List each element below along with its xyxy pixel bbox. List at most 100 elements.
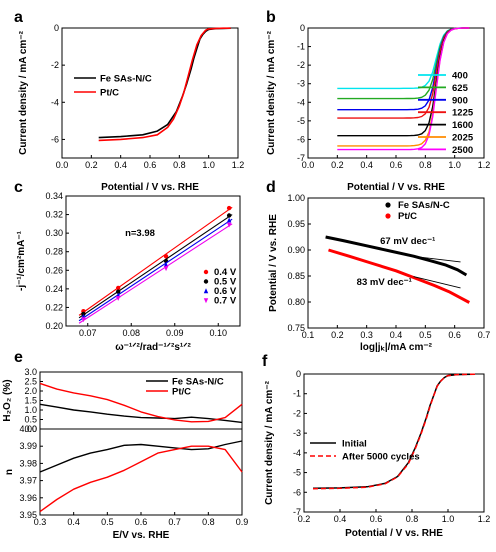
panel-e-top-y-axis-label: H₂O₂ (%) xyxy=(2,379,13,421)
panel-e-bottom-y-tick-label: 3.97 xyxy=(19,476,37,486)
panel-e-bottom-y-tick-label: 3.98 xyxy=(19,458,37,468)
panel-e-h2o2-series-0 xyxy=(39,403,243,424)
panel-d-legend-label: Pt/C xyxy=(398,211,417,222)
panel-d-x-tick-label: 0.2 xyxy=(331,330,344,340)
panel-b-series-5 xyxy=(337,27,470,147)
panel-b-series-2 xyxy=(337,27,470,111)
panel-b-series-4 xyxy=(337,27,470,137)
panel-c-fit-line-1 xyxy=(78,214,233,319)
panel-b-y-tick-label: -1 xyxy=(297,42,305,52)
panel-e-top-y-tick-label: 2.5 xyxy=(24,377,37,387)
panel-d-annotation-slope: 67 mV dec⁻¹ xyxy=(380,236,435,247)
panel-b-legend-label: 2025 xyxy=(452,133,474,144)
panel-e-top-y-tick-label: 3.0 xyxy=(24,367,37,377)
panel-a-legend-label: Fe SAs-N/C xyxy=(100,74,152,85)
panel-b-series-3 xyxy=(337,27,470,119)
panel-c-legend-label: 0.7 V xyxy=(214,296,237,307)
panel-c-point xyxy=(81,317,86,323)
panel-e-top-y-tick-label: 2.0 xyxy=(24,386,37,396)
panel-e-n-series-0 xyxy=(39,440,243,473)
panel-d-x-tick-label: 0.3 xyxy=(360,330,373,340)
panel-e-legend-label: Pt/C xyxy=(172,387,191,398)
panel-b-x-tick-label: 0.2 xyxy=(331,160,344,170)
panel-b-legend-label: 400 xyxy=(452,71,468,82)
panel-a-legend-label: Pt/C xyxy=(100,88,119,99)
panel-f-y-axis-label: Current density / mA cm⁻² xyxy=(264,380,275,504)
panel-a-x-tick-label: 0.0 xyxy=(56,160,69,170)
panel-e-bottom-x-tick-label: 0.9 xyxy=(236,517,249,527)
panel-c-point xyxy=(226,205,232,211)
panel-c-point xyxy=(116,289,121,294)
panel-c-x-axis-label: ω⁻¹ᐟ²/rad⁻¹ᐟ²s¹ᐟ² xyxy=(115,342,191,353)
panel-f-y-tick-label: 0 xyxy=(296,369,301,379)
panel-d-x-tick-label: 0.1 xyxy=(302,330,315,340)
panel-f-y-tick-label: -5 xyxy=(293,468,301,478)
panel-e-bottom-y-tick-label: 3.96 xyxy=(19,493,37,503)
panel-f-series-1 xyxy=(312,373,476,490)
panel-f-x-tick-label: 1.0 xyxy=(442,514,455,524)
panel-a-series-1 xyxy=(98,27,231,142)
panel-a-x-tick-label: 0.2 xyxy=(85,160,98,170)
panel-b-x-tick-label: 0.6 xyxy=(390,160,403,170)
panel-a-y-tick-label: -6 xyxy=(51,134,59,144)
panel-c-point xyxy=(163,254,169,259)
panel-d-fit-line-1 xyxy=(413,276,461,289)
panel-e-bottom-x-tick-label: 0.6 xyxy=(135,517,148,527)
panel-c-plot-frame xyxy=(65,195,241,327)
panel-d-y-tick-label: 1.00 xyxy=(287,193,305,203)
panel-f-y-tick-label: -4 xyxy=(293,448,301,458)
panel-c-x-tick-label: 0.08 xyxy=(122,328,140,338)
panel-c-x-tick-label: 0.09 xyxy=(166,328,184,338)
panel-b-label: b xyxy=(266,9,276,26)
panel-b-x-tick-label: 0.0 xyxy=(302,160,315,170)
panel-a-y-axis-label: Current density / mA cm⁻² xyxy=(18,30,29,154)
panel-b-y-tick-label: -4 xyxy=(297,97,305,107)
panel-c-y-tick-label: 0.30 xyxy=(45,228,63,238)
panel-e-h2o2-series-1 xyxy=(39,382,243,423)
panel-b-legend-label: 1600 xyxy=(452,120,473,131)
panel-c-label: c xyxy=(14,179,23,196)
panel-b-y-tick-label: 0 xyxy=(300,23,305,33)
panel-c-x-tick-label: 0.10 xyxy=(209,328,227,338)
panel-d-y-tick-label: 0.85 xyxy=(287,271,305,281)
panel-c-y-axis-label: -j⁻¹/cm²mA⁻¹ xyxy=(16,230,27,291)
panel-c-fit-line-0 xyxy=(78,206,233,316)
panel-e-bottom-x-tick-label: 0.8 xyxy=(202,517,215,527)
panel-e-legend-label: Fe SAs-N/C xyxy=(172,377,224,388)
panel-a-x-tick-label: 1.0 xyxy=(202,160,215,170)
panel-d-plot-frame xyxy=(307,197,485,329)
panel-d-x-tick-label: 0.4 xyxy=(390,330,403,340)
panel-e-top-y-tick-label: 1.0 xyxy=(24,405,37,415)
panel-c-y-tick-label: 0.26 xyxy=(45,265,63,275)
panel-c-legend-marker xyxy=(203,288,209,294)
panel-d-y-tick-label: 0.90 xyxy=(287,245,305,255)
panel-c-y-tick-label: 0.32 xyxy=(45,210,63,220)
panel-c-fit-line-3 xyxy=(78,223,233,324)
panel-e-top-y-tick-label: 1.5 xyxy=(24,396,37,406)
panel-e-bottom-x-tick-label: 0.5 xyxy=(101,517,114,527)
panel-c-y-tick-label: 0.24 xyxy=(45,284,63,294)
panel-d-series-1 xyxy=(328,248,471,304)
panel-d-x-tick-label: 0.7 xyxy=(478,330,491,340)
panel-e-bottom-y-axis-label: n xyxy=(4,469,15,475)
panel-f-label: f xyxy=(262,353,268,370)
panel-a-label: a xyxy=(14,9,23,26)
panel-a-y-tick-label: -2 xyxy=(51,60,59,70)
panel-b-x-tick-label: 1.2 xyxy=(478,160,491,170)
panel-d-x-tick-label: 0.5 xyxy=(419,330,432,340)
panel-e-bottom-plot-frame xyxy=(39,428,243,516)
panel-f-x-tick-label: 0.2 xyxy=(298,514,311,524)
panel-f-y-tick-label: -6 xyxy=(293,487,301,497)
panel-e-bottom-x-tick-label: 0.4 xyxy=(67,517,80,527)
panel-f-y-tick-label: -7 xyxy=(293,507,301,517)
panel-e-n-series-1 xyxy=(39,445,243,513)
panel-f-plot-frame xyxy=(303,373,485,513)
panel-c-point xyxy=(226,217,232,223)
panel-d-legend-label: Fe SAs/N-C xyxy=(398,200,450,211)
panel-d-annotation-slope: 83 mV dec⁻¹ xyxy=(357,277,412,288)
panel-e-bottom-y-tick-label: 4.00 xyxy=(19,424,37,434)
panel-e-top-y-tick-label: 0.5 xyxy=(24,415,37,425)
panel-d-fit-line-0 xyxy=(407,255,461,263)
panel-c-legend-marker xyxy=(203,298,209,304)
panel-b-y-tick-label: -2 xyxy=(297,60,305,70)
